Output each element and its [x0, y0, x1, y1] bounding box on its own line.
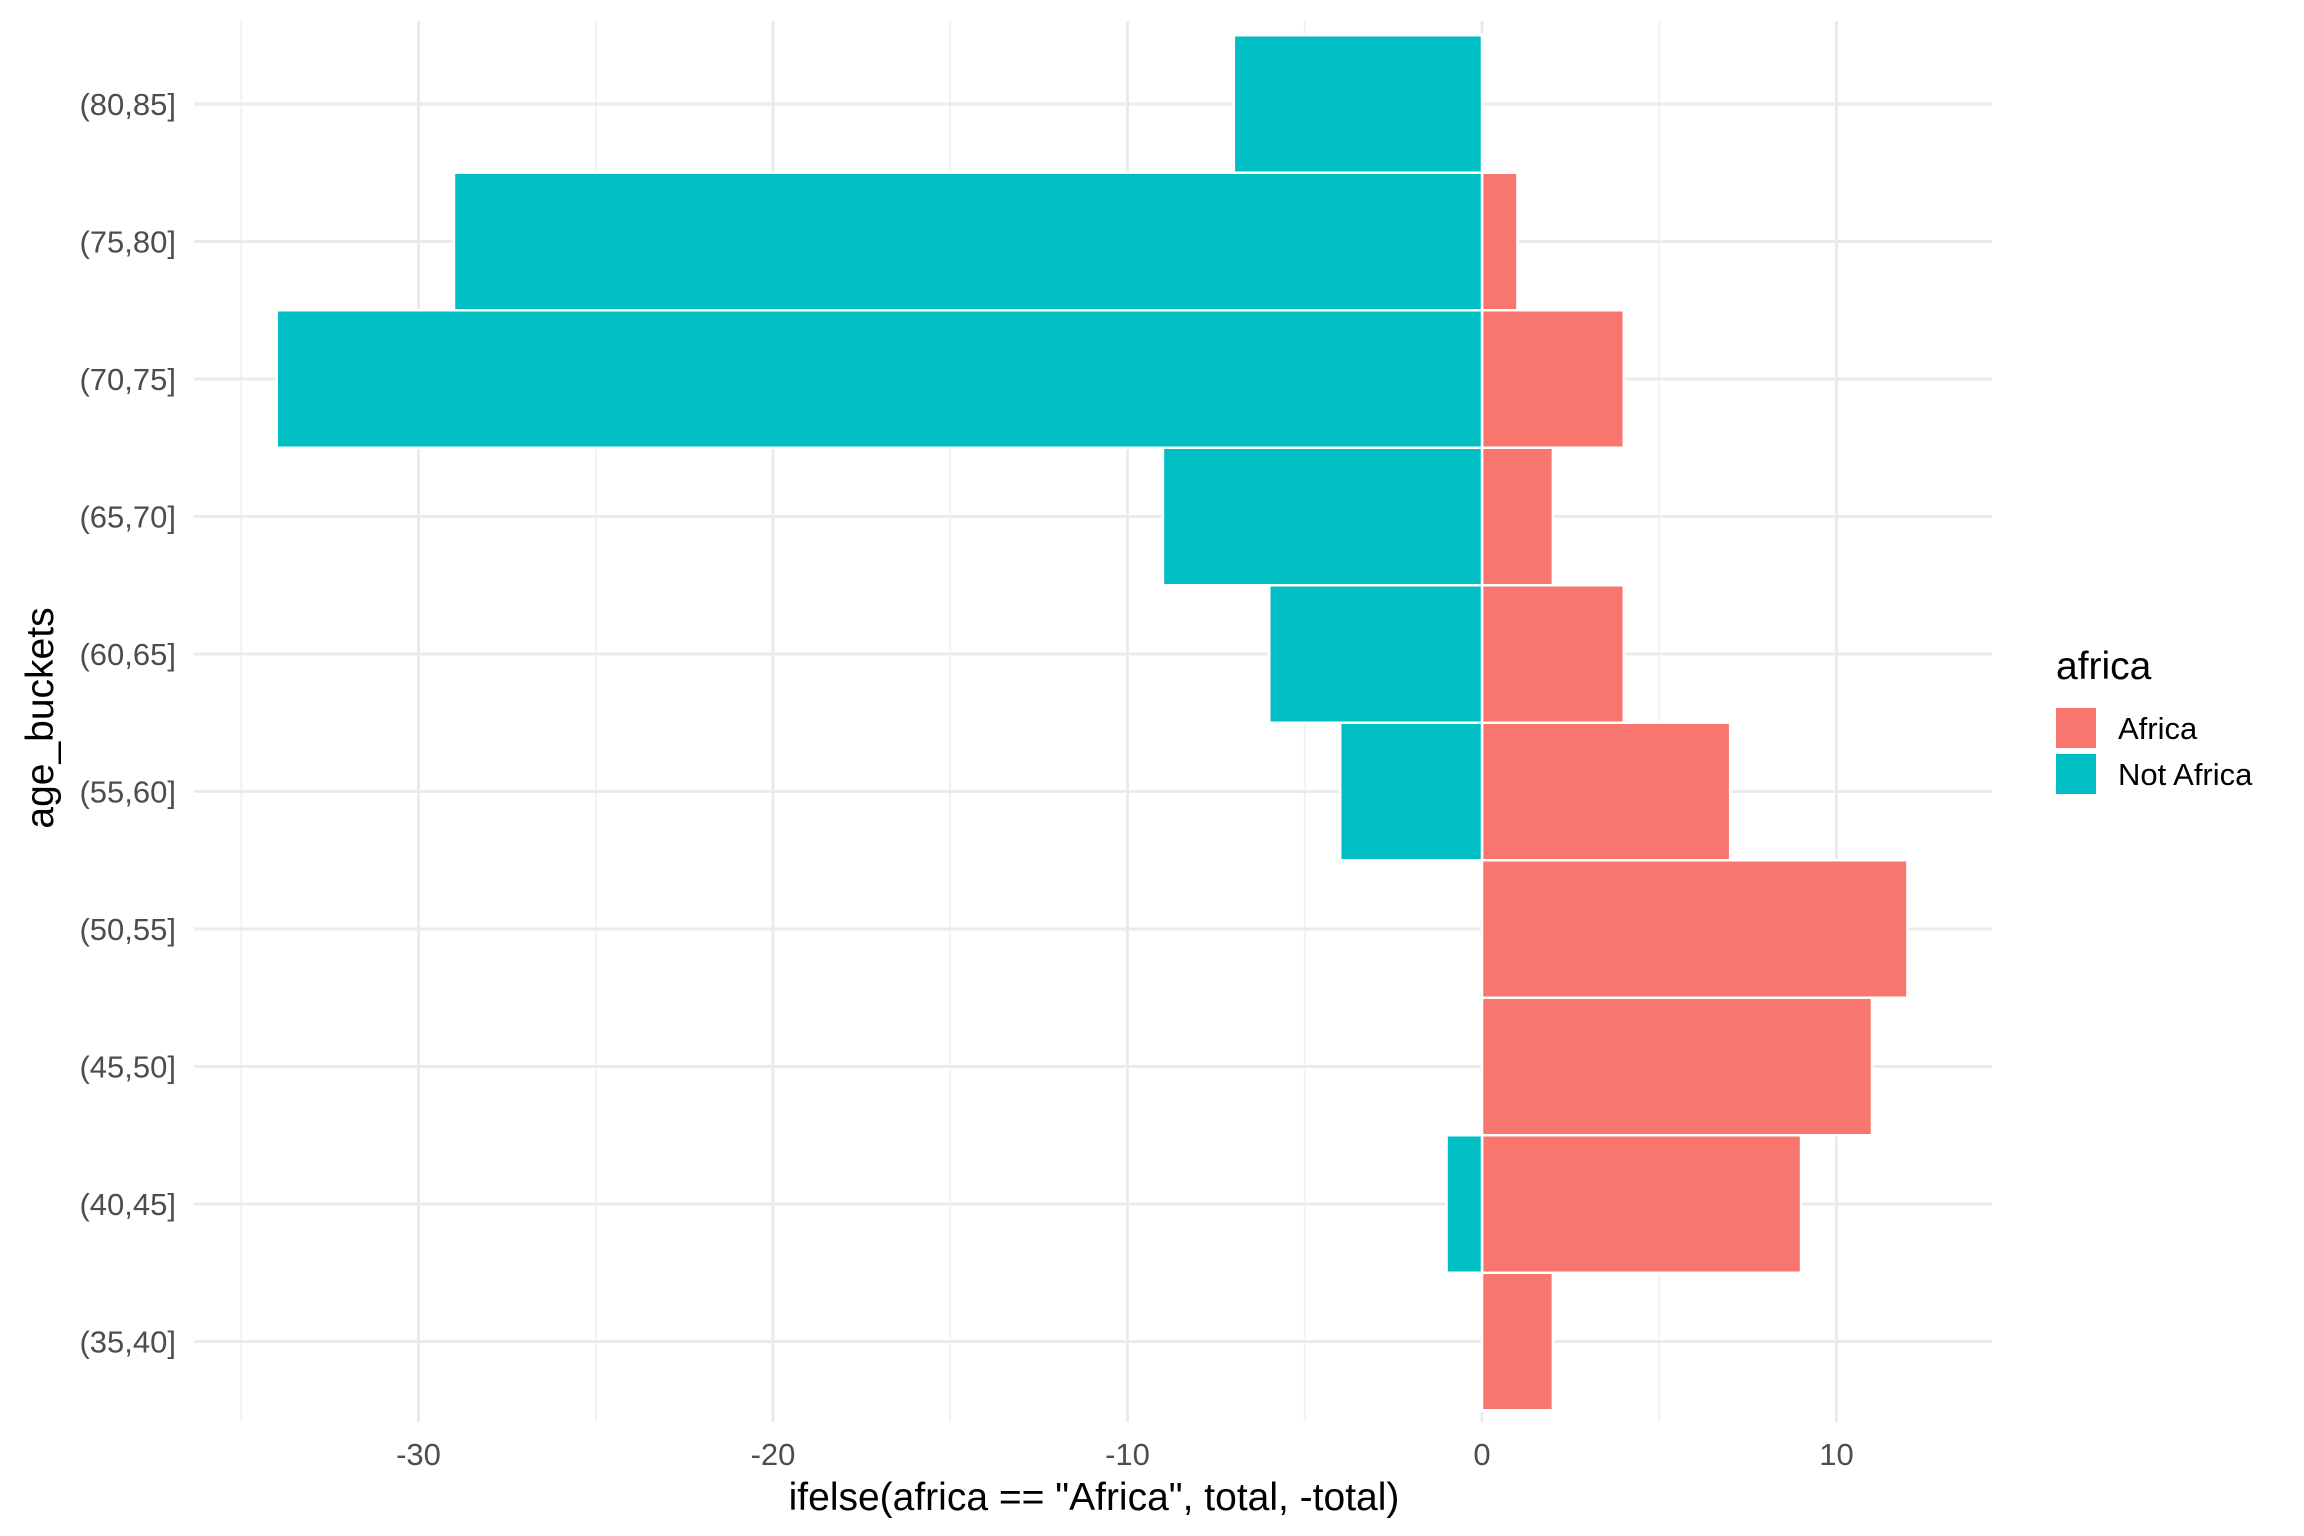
bar-not-africa: [275, 309, 1484, 449]
x-tick-label: 10: [1819, 1437, 1853, 1472]
y-tick-label: (55,60]: [79, 775, 176, 810]
bar-africa: [1480, 721, 1732, 862]
y-tick-label: (50,55]: [79, 912, 176, 947]
bar-not-africa: [1268, 584, 1484, 724]
y-tick-label: (40,45]: [79, 1187, 176, 1222]
bar-not-africa: [1338, 721, 1484, 862]
legend-items: Africa Not Africa: [2056, 708, 2253, 794]
bar-africa: [1480, 309, 1626, 449]
y-tick-label: (75,80]: [79, 225, 176, 260]
y-tick-label: (45,50]: [79, 1050, 176, 1085]
y-tick-label: (35,40]: [79, 1325, 176, 1360]
bar-africa: [1480, 859, 1909, 999]
bar-africa: [1480, 996, 1874, 1137]
bars-layer: [275, 34, 1909, 1412]
x-tick-labels: -30 -20 -10 0 10: [396, 1437, 1854, 1472]
legend-swatch-africa: [2056, 708, 2096, 748]
legend-label: Africa: [2118, 711, 2198, 746]
bar-not-africa: [1161, 446, 1484, 587]
x-axis-title: ifelse(africa == "Africa", total, -total…: [789, 1476, 1400, 1519]
y-tick-labels: (35,40] (40,45] (45,50] (50,55] (55,60] (60,6…: [79, 87, 176, 1360]
bar-africa: [1480, 446, 1555, 587]
bar-not-africa: [1232, 34, 1484, 174]
y-tick-label: (70,75]: [79, 362, 176, 397]
bar-not-africa: [452, 171, 1484, 312]
legend: africa Africa Not Africa: [2056, 645, 2253, 794]
bar-africa: [1480, 171, 1519, 312]
y-tick-label: (60,65]: [79, 637, 176, 672]
bar-africa: [1480, 1134, 1803, 1274]
bar-africa: [1480, 584, 1626, 724]
y-tick-label: (80,85]: [79, 87, 176, 122]
y-axis-title: age_buckets: [19, 607, 62, 828]
bar-africa: [1480, 1271, 1555, 1412]
legend-title: africa: [2056, 645, 2152, 688]
x-tick-label: -30: [396, 1437, 441, 1472]
x-tick-label: -20: [751, 1437, 796, 1472]
x-tick-label: 0: [1473, 1437, 1490, 1472]
y-tick-label: (65,70]: [79, 500, 176, 535]
bar-not-africa: [1445, 1134, 1484, 1274]
legend-label: Not Africa: [2118, 757, 2253, 792]
legend-swatch-not-africa: [2056, 754, 2096, 794]
x-tick-label: -10: [1105, 1437, 1150, 1472]
